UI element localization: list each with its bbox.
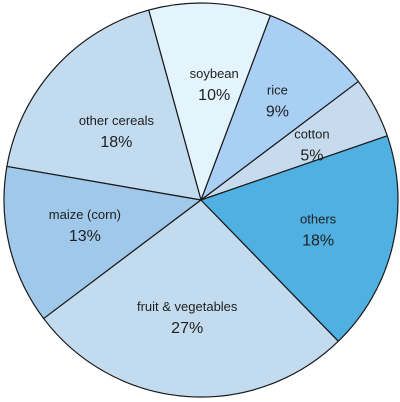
slice-value-other-cereals: 18%	[100, 134, 132, 151]
slice-value-cotton: 5%	[300, 147, 323, 164]
pie-slice-soybean	[147, 2, 272, 202]
slice-label-other-cereals: other cereals	[79, 113, 155, 128]
slice-label-rice: rice	[267, 83, 288, 98]
slice-value-soybean: 10%	[198, 87, 230, 104]
slice-label-soybean: soybean	[190, 66, 239, 81]
pie-slice-other-cereals	[6, 9, 202, 201]
pie-slice-maize-corn	[3, 165, 203, 320]
slice-value-maize-corn: 13%	[69, 228, 101, 245]
slice-label-others: others	[300, 212, 337, 227]
pie-labels: cotton 5% rice 9% soybean 10% other cereals 18%…	[49, 66, 337, 337]
slice-label-fruit-vegetables: fruit & vegetables	[137, 299, 238, 314]
pie-slice-rice	[199, 14, 360, 202]
slice-value-others: 18%	[302, 233, 334, 250]
pie-slice-others	[199, 135, 399, 343]
pie-slices	[3, 2, 399, 398]
slice-value-fruit-vegetables: 27%	[171, 320, 203, 337]
pie-slice-fruit-vegetables	[42, 199, 340, 398]
slice-label-maize-corn: maize (corn)	[49, 207, 121, 222]
slice-value-rice: 9%	[266, 104, 289, 121]
slice-label-cotton: cotton	[294, 126, 329, 141]
